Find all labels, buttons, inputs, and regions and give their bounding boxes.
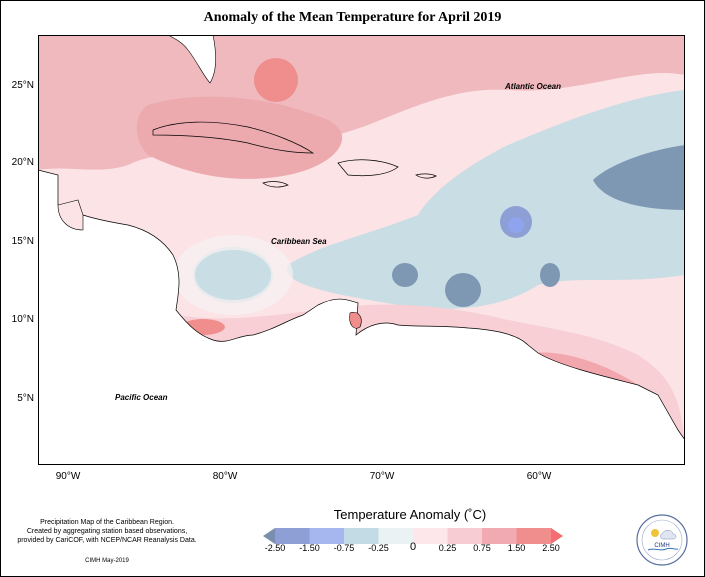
colorbar-tick-label: 0.25 [438,543,457,553]
anomaly-cold-2 [445,273,481,307]
colorbar-segment [482,528,517,544]
anomaly-cold-atlantic [593,145,685,210]
lat-label-25n: 25°N [11,80,34,91]
colorbar-tick-label: -0.75 [333,543,355,553]
land-hispaniola [337,159,399,177]
land-florida [167,35,216,84]
colorbar-tick-label: 1.50 [507,543,526,553]
colorbar-segment [413,528,448,544]
lon-label-80w: 80°W [212,471,238,482]
colorbar-tick-label: 2.50 [542,543,560,553]
colorbar-segment [447,528,483,544]
logo-text: CIMH [654,543,669,549]
lat-label-20n: 20°N [11,157,34,168]
lat-label-15n: 15°N [11,236,34,247]
colorbar-segment [344,528,379,544]
footer-note-line: Created by aggregating station based obs… [26,528,188,535]
land-jamaica [262,181,289,188]
land-cuba [152,121,315,154]
cimh-logo: CIMH [636,514,688,566]
footer-credit: CIMH May-2019 [85,558,129,564]
wave-icon [647,547,679,551]
anomaly-map [38,35,685,465]
colorbar-segment [275,528,310,544]
anomaly-cold-leeward-2 [508,217,524,233]
anomaly-cool-west-core [195,250,271,300]
map-title: Anomaly of the Mean Temperature for Apri… [203,10,502,25]
land-yucatan [57,199,84,231]
colorbar [263,528,563,544]
sun-icon [651,529,659,537]
anomaly-warm-bahamas [254,58,298,102]
ocean-label-caribbean: Caribbean Sea [271,237,327,246]
lat-label-10n: 10°N [11,314,34,325]
land-puerto-rico [415,173,437,179]
land-venezuela-lake [349,312,362,329]
colorbar-tick-label: -0.25 [368,543,389,553]
colorbar-tick-label: -1.50 [299,543,320,553]
lon-label-60w: 60°W [526,471,552,482]
ocean-label-atlantic: Atlantic Ocean [505,82,562,91]
footer-note: Precipitation Map of the Caribbean Regio… [12,518,202,545]
cloud-icon [660,530,677,540]
colorbar-extend-high [551,528,563,544]
anomaly-cold-1 [392,263,418,287]
legend-title: Temperature Anomaly (˚C) [333,507,487,522]
anomaly-cold-3 [540,263,560,287]
colorbar-tick-label: -2.50 [264,543,286,553]
colorbar-extend-low [263,528,275,544]
footer-note-line: Precipitation Map of the Caribbean Regio… [40,519,174,526]
colorbar-segment [516,528,552,544]
colorbar-tick-label: 0 [409,541,417,553]
lon-label-90w: 90°W [55,471,81,482]
ocean-label-pacific: Pacific Ocean [115,393,168,402]
anomaly-warm-cuba [136,96,343,179]
anomaly-cool-east [286,90,685,309]
colorbar-tick-label: 0.75 [473,543,491,553]
land-central-america [38,169,685,465]
lat-label-5n: 5°N [17,393,34,404]
footer-note-line: provided by CariCOF, with NCEP/NCAR Rean… [17,537,197,544]
colorbar-segment [378,528,414,544]
colorbar-segment [309,528,345,544]
lon-label-70w: 70°W [369,471,395,482]
